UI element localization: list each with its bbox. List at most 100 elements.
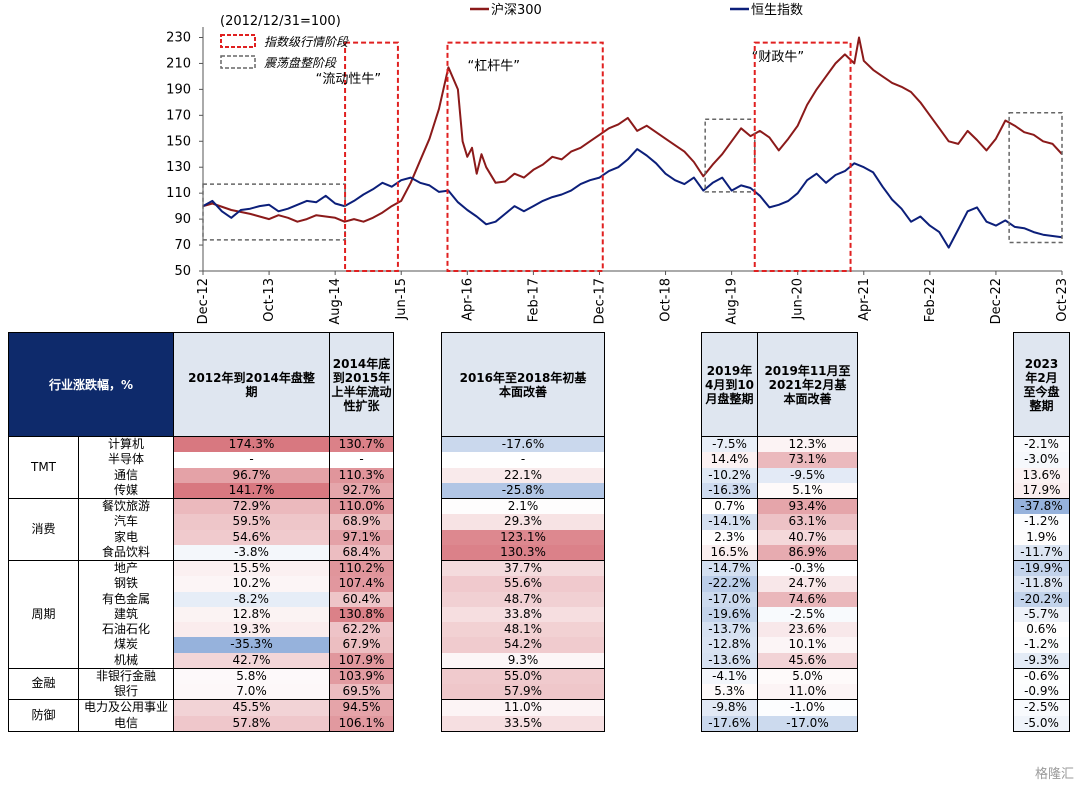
value-cell: -9.8% xyxy=(701,699,758,716)
industry-label: 煤炭 xyxy=(78,637,174,653)
value-cell: -3.0% xyxy=(1013,452,1070,468)
value-cell: -14.7% xyxy=(701,560,758,577)
industry-label: 传媒 xyxy=(78,482,174,499)
value-cell: -19.6% xyxy=(701,606,758,622)
table-row: 周期 地产 15.5% 110.2% xyxy=(8,560,394,669)
table-row: 9.3% xyxy=(441,652,605,669)
y-tick-label: 170 xyxy=(166,108,191,123)
value-cell: 37.7% xyxy=(441,560,605,577)
x-tick-label: Oct-13 xyxy=(262,278,277,322)
value-cell: 9.3% xyxy=(441,652,605,669)
value-cell: -11.8% xyxy=(1013,576,1070,592)
value-cell: -8.2% xyxy=(173,591,330,607)
value-cell: 5.0% xyxy=(757,667,858,684)
table-sector-returns-b: 2016年至2018年初基本面改善 -17.6% -22.1% -25.8% 2.1%… xyxy=(441,332,605,732)
phase-annotation: “杠杆牛” xyxy=(467,58,519,74)
table-row: -7.5% 12.3% xyxy=(701,436,858,453)
value-cell: 5.1% xyxy=(757,482,858,499)
table-row: -11.8% xyxy=(1013,576,1070,592)
x-tick-label: Jun-20 xyxy=(791,278,806,321)
table-row: 家电 54.6% 97.1% xyxy=(9,529,394,545)
value-cell: -25.8% xyxy=(441,482,605,499)
value-cell: -4.1% xyxy=(701,667,758,684)
table-row: 有色金属 -8.2% 60.4% xyxy=(9,591,394,607)
table-row: 机械 42.7% 107.9% xyxy=(9,652,394,669)
value-cell: 7.0% xyxy=(173,684,330,701)
series-line-hsi xyxy=(202,148,1063,249)
table-row: 钢铁 10.2% 107.4% xyxy=(9,576,394,592)
table-row: -10.2% -9.5% xyxy=(701,467,858,483)
legend-red-box xyxy=(220,34,256,48)
table-row: 14.4% 73.1% xyxy=(701,452,858,468)
industry-label: 通信 xyxy=(78,467,174,483)
group-label: 周期 xyxy=(8,560,79,669)
table-row: 54.2% xyxy=(441,637,605,653)
table-row: 0.6% xyxy=(1013,622,1070,638)
table-row: 16.5% 86.9% xyxy=(701,544,858,561)
value-cell: -9.3% xyxy=(1013,652,1070,669)
table-row: -13.6% 45.6% xyxy=(701,652,858,669)
value-cell: -13.6% xyxy=(701,652,758,669)
value-cell: 110.0% xyxy=(329,498,394,515)
industry-label: 计算机 xyxy=(78,436,174,453)
value-cell: 60.4% xyxy=(329,591,394,607)
industry-label: 非银行金融 xyxy=(78,667,174,684)
table-row: -19.9% xyxy=(1013,560,1070,577)
table-row: 33.5% xyxy=(441,715,605,732)
table-row: -2.1% xyxy=(1013,436,1070,453)
phase-box-red xyxy=(446,41,604,272)
value-cell: -17.6% xyxy=(701,715,758,732)
table-row: 130.3% xyxy=(441,544,605,561)
table-row: 0.7% 93.4% xyxy=(701,498,858,515)
y-tick-label: 90 xyxy=(174,212,191,227)
col-header-p2: 2014年底到2015年上半年流动性扩张 xyxy=(329,332,394,437)
value-cell: -14.1% xyxy=(701,514,758,530)
table-sector-returns-d: 2023年2月至今盘整期 -2.1% -3.0% 13.6% 17.9% -37.8% -… xyxy=(1013,332,1070,732)
table-row: 29.3% xyxy=(441,514,605,530)
group-label: 防御 xyxy=(8,699,79,732)
value-cell: 14.4% xyxy=(701,452,758,468)
value-cell: 40.7% xyxy=(757,529,858,545)
table-row: -5.7% xyxy=(1013,606,1070,622)
value-cell: 5.8% xyxy=(173,667,330,684)
table-header-name: 行业涨跌幅，% xyxy=(8,332,174,437)
table-row: 2.3% 40.7% xyxy=(701,529,858,545)
value-cell: 110.3% xyxy=(329,467,394,483)
table-row: -5.0% xyxy=(1013,715,1070,732)
group-label: TMT xyxy=(8,436,79,499)
value-cell: -37.8% xyxy=(1013,498,1070,515)
y-tick-label: 150 xyxy=(166,134,191,149)
table-row: 电信 57.8% 106.1% xyxy=(9,715,394,732)
table-row: 33.8% xyxy=(441,606,605,622)
value-cell: 29.3% xyxy=(441,514,605,530)
value-cell: 23.6% xyxy=(757,622,858,638)
value-cell: 63.1% xyxy=(757,514,858,530)
y-tick-label: 190 xyxy=(166,82,191,97)
value-cell: 11.0% xyxy=(441,699,605,716)
value-cell: 67.9% xyxy=(329,637,394,653)
table-row: -37.8% xyxy=(1013,498,1070,515)
col-header-p4: 2019年4月到10月盘整期 xyxy=(701,332,758,437)
table-row: -9.8% -1.0% xyxy=(701,699,858,716)
value-cell: 123.1% xyxy=(441,529,605,545)
value-cell: 57.9% xyxy=(441,684,605,701)
x-tick-label: Aug-19 xyxy=(725,278,740,325)
value-cell: -3.8% xyxy=(173,544,330,561)
value-cell: -17.6% xyxy=(441,436,605,453)
table-row: 55.0% xyxy=(441,667,605,684)
value-cell: -1.2% xyxy=(1013,514,1070,530)
table-row: -16.3% 5.1% xyxy=(701,482,858,499)
value-cell: 97.1% xyxy=(329,529,394,545)
x-tick-label: Aug-14 xyxy=(328,278,343,325)
y-tick-label: 70 xyxy=(174,238,191,253)
table-row: -0.9% xyxy=(1013,684,1070,701)
table-row: -11.7% xyxy=(1013,544,1070,561)
value-cell: -2.5% xyxy=(757,606,858,622)
phase-box-grey xyxy=(704,118,756,193)
value-cell: - xyxy=(329,452,394,468)
value-cell: 1.9% xyxy=(1013,529,1070,545)
industry-label: 汽车 xyxy=(78,514,174,530)
value-cell: 17.9% xyxy=(1013,482,1070,499)
table-row: 11.0% xyxy=(441,699,605,716)
series-line-csi300 xyxy=(202,36,1063,223)
